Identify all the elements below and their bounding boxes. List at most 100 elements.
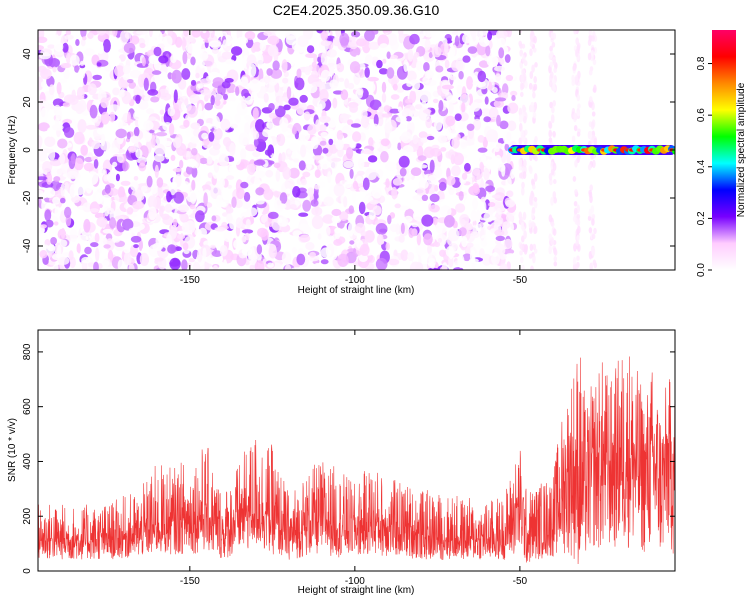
streak-cell: [576, 110, 581, 117]
noise-cell: [57, 256, 70, 265]
streak-cell: [553, 67, 557, 73]
streak-cell: [522, 170, 527, 180]
noise-cell: [147, 195, 158, 209]
noise-cell: [248, 63, 257, 78]
noise-cell: [247, 163, 256, 176]
noise-cell: [235, 217, 243, 229]
noise-cell: [437, 135, 448, 144]
noise-cell: [181, 36, 186, 51]
noise-cell: [416, 145, 424, 159]
noise-cell: [291, 126, 297, 135]
streak-cell: [588, 69, 593, 76]
noise-cell: [95, 247, 100, 262]
noise-cell: [278, 217, 283, 224]
noise-cell: [281, 59, 288, 73]
noise-cell: [496, 30, 508, 40]
noise-cell: [364, 230, 375, 243]
y-tick-label: 0: [22, 147, 33, 153]
streak-cell: [533, 75, 537, 84]
streak-cell: [548, 129, 552, 138]
noise-cell: [291, 246, 297, 255]
noise-cell: [229, 142, 236, 156]
streak-cell: [552, 130, 556, 138]
colorbar-tick-label: 0.8: [696, 56, 707, 70]
noise-cell: [244, 114, 251, 121]
noise-cell: [63, 127, 75, 138]
noise-cell: [122, 72, 130, 81]
noise-cell: [368, 161, 381, 170]
colorbar-ticks: 0.0 0.2 0.4 0.6 0.8: [696, 56, 712, 277]
streak-cell: [521, 136, 526, 143]
noise-cell: [455, 203, 466, 213]
streak-cell: [549, 101, 553, 109]
streak-cell: [548, 233, 553, 241]
noise-cell: [365, 167, 378, 181]
noise-cell: [50, 180, 61, 192]
noise-cell: [60, 197, 66, 204]
noise-cell: [385, 242, 390, 251]
noise-cell: [502, 130, 513, 145]
noise-cell: [313, 184, 321, 190]
noise-cell: [358, 201, 366, 215]
noise-cell: [282, 166, 292, 180]
noise-cell: [495, 235, 505, 242]
noise-cell: [156, 177, 164, 188]
noise-cell: [187, 262, 192, 267]
x-tick-label: -150: [180, 275, 200, 286]
noise-cell: [54, 42, 64, 52]
noise-cell: [152, 242, 163, 251]
noise-cell: [178, 204, 190, 213]
y-tick-label: 20: [22, 96, 33, 108]
streak-cell: [532, 184, 536, 190]
noise-cell: [368, 123, 381, 137]
noise-cell: [100, 133, 106, 147]
noise-cell: [202, 247, 207, 259]
colorbar-tick-label: 0.0: [696, 263, 707, 277]
streak-cell: [521, 186, 525, 196]
noise-cell: [382, 146, 389, 151]
noise-cell: [245, 95, 253, 105]
noise-cell: [491, 194, 501, 199]
noise-cell: [306, 45, 315, 54]
noise-cell: [462, 33, 472, 44]
noise-cell: [68, 250, 74, 261]
noise-cell: [311, 215, 324, 230]
streak-cell: [574, 74, 579, 83]
noise-cell: [424, 39, 431, 51]
noise-cell: [184, 98, 189, 106]
noise-cell: [47, 44, 56, 49]
noise-cell: [185, 165, 193, 175]
noise-cell: [409, 33, 420, 45]
noise-cell: [281, 127, 288, 133]
noise-cell: [481, 108, 492, 117]
noise-cell: [94, 232, 100, 243]
streak-cell: [520, 91, 524, 98]
noise-cell: [170, 54, 177, 64]
noise-cell: [132, 201, 145, 210]
streak-cell: [591, 233, 596, 240]
streak-cell: [588, 30, 593, 36]
noise-cell: [326, 35, 336, 41]
noise-cell: [400, 131, 412, 144]
streak-cell: [591, 247, 596, 257]
streak-cell: [553, 179, 557, 185]
noise-cell: [123, 42, 136, 54]
noise-cell: [347, 222, 354, 237]
streak-cell: [519, 250, 523, 256]
streak-cell: [532, 85, 537, 92]
streak-cell: [587, 215, 592, 221]
noise-cell: [488, 216, 497, 221]
noise-cell: [53, 221, 59, 226]
noise-cell: [449, 76, 457, 81]
noise-cell: [408, 227, 415, 239]
noise-cell: [499, 263, 509, 270]
noise-cell: [74, 65, 80, 73]
noise-cell: [298, 223, 310, 231]
noise-cell: [241, 95, 247, 110]
noise-cell: [408, 161, 415, 168]
noise-cell: [288, 167, 300, 179]
noise-cell: [392, 136, 398, 150]
streak-cell: [553, 249, 558, 256]
noise-cell: [153, 46, 162, 57]
noise-cell: [263, 31, 272, 36]
